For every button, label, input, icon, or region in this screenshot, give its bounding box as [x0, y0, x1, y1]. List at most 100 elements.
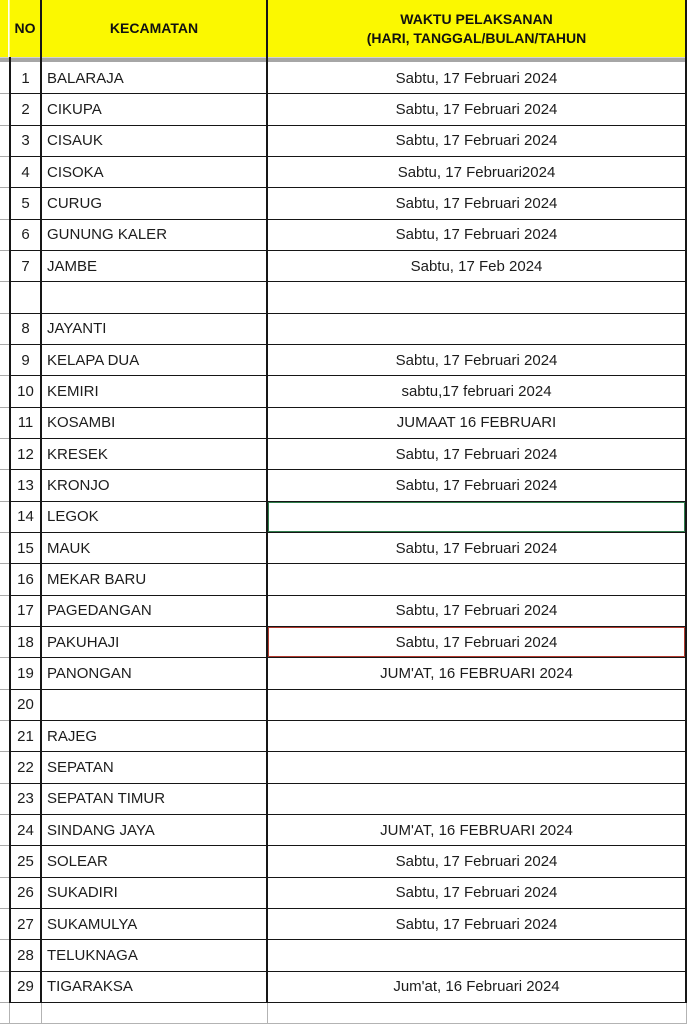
row-waktu: Sabtu, 17 Februari 2024 [268, 63, 687, 95]
table-row: 8 JAYANTI [0, 313, 687, 345]
row-gutter [0, 502, 9, 533]
header-gutter [0, 0, 9, 57]
table-row: 19 PANONGAN JUM'AT, 16 FEBRUARI 2024 [0, 658, 687, 690]
table-row: 18 PAKUHAJI Sabtu, 17 Februari 2024 [0, 626, 687, 659]
row-no: 21 [9, 720, 42, 753]
row-kecamatan: CIKUPA [42, 94, 268, 126]
header-col-no: NO [9, 0, 42, 57]
row-no: 11 [9, 407, 42, 439]
divider-kecamatan [42, 57, 268, 63]
row-kecamatan: PANONGAN [42, 658, 268, 690]
table-row: 21 RAJEG [0, 720, 687, 753]
row-kecamatan: SEPATAN [42, 752, 268, 784]
row-no: 18 [9, 626, 42, 659]
row-gutter [0, 690, 9, 721]
row-gutter [0, 972, 9, 1003]
row-no [9, 282, 42, 314]
row-kecamatan: KRONJO [42, 470, 268, 502]
row-kecamatan: MEKAR BARU [42, 564, 268, 596]
row-kecamatan: JAYANTI [42, 313, 268, 345]
row-waktu: Sabtu, 17 Februari2024 [268, 156, 687, 189]
row-kecamatan [42, 282, 268, 314]
row-gutter [0, 439, 9, 471]
row-waktu: Sabtu, 17 Februari 2024 [268, 846, 687, 878]
row-no: 14 [9, 501, 42, 533]
row-no: 20 [9, 689, 42, 721]
table-row: 10 KEMIRI sabtu,17 februari 2024 [0, 376, 687, 408]
row-kecamatan: CURUG [42, 188, 268, 220]
table-row: 1 BALARAJA Sabtu, 17 Februari 2024 [0, 63, 687, 95]
row-waktu: JUM'AT, 16 FEBRUARI 2024 [268, 658, 687, 690]
row-waktu [268, 1002, 687, 1024]
row-gutter [0, 721, 9, 753]
row-waktu: Sabtu, 17 Februari 2024 [268, 908, 687, 941]
row-kecamatan: SUKAMULYA [42, 908, 268, 941]
row-waktu: Sabtu, 17 Februari 2024 [268, 125, 687, 157]
table-row: 7 JAMBE Sabtu, 17 Feb 2024 [0, 250, 687, 283]
row-waktu [268, 752, 687, 784]
row-kecamatan: RAJEG [42, 720, 268, 753]
table-row: 5 CURUG Sabtu, 17 Februari 2024 [0, 188, 687, 220]
row-waktu: Sabtu, 17 Feb 2024 [268, 250, 687, 283]
row-gutter [0, 63, 9, 95]
row-waktu [268, 282, 687, 314]
table-row: 4 CISOKA Sabtu, 17 Februari2024 [0, 156, 687, 189]
row-kecamatan: CISAUK [42, 125, 268, 157]
row-gutter [0, 94, 9, 126]
header-waktu-line1: WAKTU PELAKSANAN [400, 11, 553, 28]
row-waktu: Sabtu, 17 Februari 2024 [268, 595, 687, 627]
row-waktu: Sabtu, 17 Februari 2024 [268, 344, 687, 377]
row-no: 6 [9, 219, 42, 251]
row-gutter [0, 345, 9, 377]
table-row: 23 SEPATAN TIMUR [0, 783, 687, 815]
row-kecamatan: KRESEK [42, 438, 268, 471]
row-no: 27 [9, 908, 42, 941]
row-gutter [0, 784, 9, 815]
table-row [0, 282, 687, 314]
row-no: 12 [9, 438, 42, 471]
row-waktu: Sabtu, 17 Februari 2024 [268, 877, 687, 909]
row-gutter [0, 752, 9, 784]
row-kecamatan: CISOKA [42, 156, 268, 189]
row-gutter [0, 408, 9, 439]
row-no: 28 [9, 940, 42, 972]
row-no: 13 [9, 470, 42, 502]
row-kecamatan: LEGOK [42, 501, 268, 533]
row-no: 24 [9, 814, 42, 847]
table-row: 9 KELAPA DUA Sabtu, 17 Februari 2024 [0, 344, 687, 377]
row-waktu: Sabtu, 17 Februari 2024 [268, 532, 687, 565]
row-kecamatan: SEPATAN TIMUR [42, 783, 268, 815]
row-gutter [0, 846, 9, 878]
row-no: 3 [9, 125, 42, 157]
row-no: 25 [9, 846, 42, 878]
table-row [0, 1002, 687, 1024]
row-waktu [268, 940, 687, 972]
row-kecamatan: SINDANG JAYA [42, 814, 268, 847]
row-no: 7 [9, 250, 42, 283]
table-row: 22 SEPATAN [0, 752, 687, 784]
row-waktu: sabtu,17 februari 2024 [268, 376, 687, 408]
divider-waktu [268, 57, 687, 63]
row-gutter [0, 533, 9, 565]
row-no: 22 [9, 752, 42, 784]
row-gutter [0, 188, 9, 220]
row-gutter [0, 564, 9, 596]
row-waktu: JUM'AT, 16 FEBRUARI 2024 [268, 814, 687, 847]
row-waktu [268, 564, 687, 596]
row-no: 8 [9, 313, 42, 345]
row-kecamatan: KEMIRI [42, 376, 268, 408]
row-gutter [0, 314, 9, 345]
row-no: 29 [9, 971, 42, 1003]
table-header-row: NO KECAMATAN WAKTU PELAKSANAN (HARI, TAN… [0, 0, 687, 57]
table-body: 1 BALARAJA Sabtu, 17 Februari 2024 2 CIK… [0, 63, 687, 1024]
table-row: 28 TELUKNAGA [0, 940, 687, 972]
row-gutter [0, 251, 9, 283]
row-no: 16 [9, 564, 42, 596]
row-gutter [0, 282, 9, 314]
header-waktu-line2: (HARI, TANGGAL/BULAN/TAHUN [366, 29, 587, 46]
row-kecamatan: BALARAJA [42, 63, 268, 95]
row-kecamatan: KOSAMBI [42, 407, 268, 439]
row-kecamatan: KELAPA DUA [42, 344, 268, 377]
table-row: 27 SUKAMULYA Sabtu, 17 Februari 2024 [0, 908, 687, 941]
